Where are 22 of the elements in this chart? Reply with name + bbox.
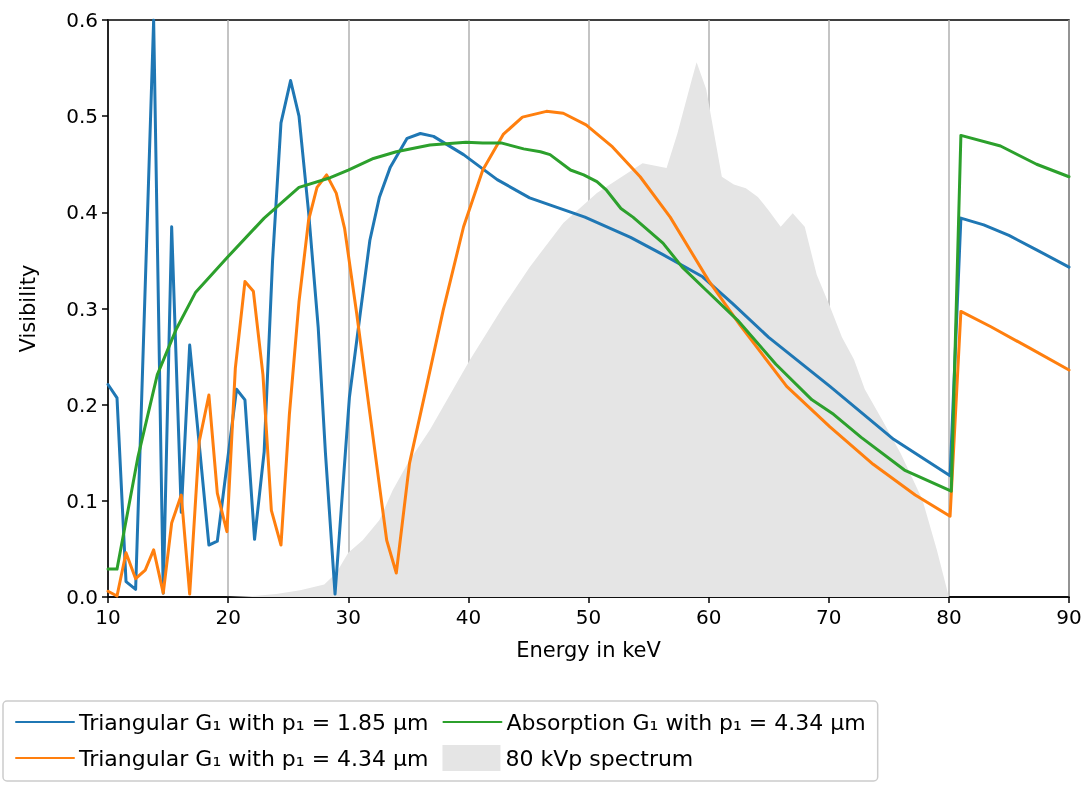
y-tick-label: 0.2 <box>66 392 98 417</box>
y-tick-label: 0.1 <box>66 488 98 513</box>
y-axis-title: Visibility <box>15 264 40 353</box>
x-tick-label: 70 <box>816 605 842 629</box>
x-tick-label: 30 <box>335 605 361 629</box>
x-axis-title: Energy in keV <box>516 637 662 662</box>
legend-label: Triangular G₁ with p₁ = 1.85 µm <box>78 709 429 735</box>
legend-label: 80 kVp spectrum <box>505 745 694 771</box>
y-tick-label: 0.5 <box>66 104 98 129</box>
legend-label: Absorption G₁ with p₁ = 4.34 µm <box>506 709 866 735</box>
y-tick-label: 0.6 <box>66 8 98 32</box>
x-tick-label: 10 <box>95 605 121 629</box>
y-tick-label: 0.4 <box>66 200 98 225</box>
x-tick-label: 20 <box>215 605 241 629</box>
y-tick-label: 0.0 <box>66 585 98 609</box>
x-tick-label: 80 <box>936 605 962 629</box>
y-tick-label: 0.3 <box>66 296 98 321</box>
x-tick-label: 40 <box>455 605 482 629</box>
x-tick-label: 90 <box>1056 605 1082 629</box>
legend-label: Triangular G₁ with p₁ = 4.34 µm <box>78 745 429 771</box>
x-tick-label: 60 <box>695 605 722 629</box>
x-tick-label: 50 <box>575 605 602 629</box>
